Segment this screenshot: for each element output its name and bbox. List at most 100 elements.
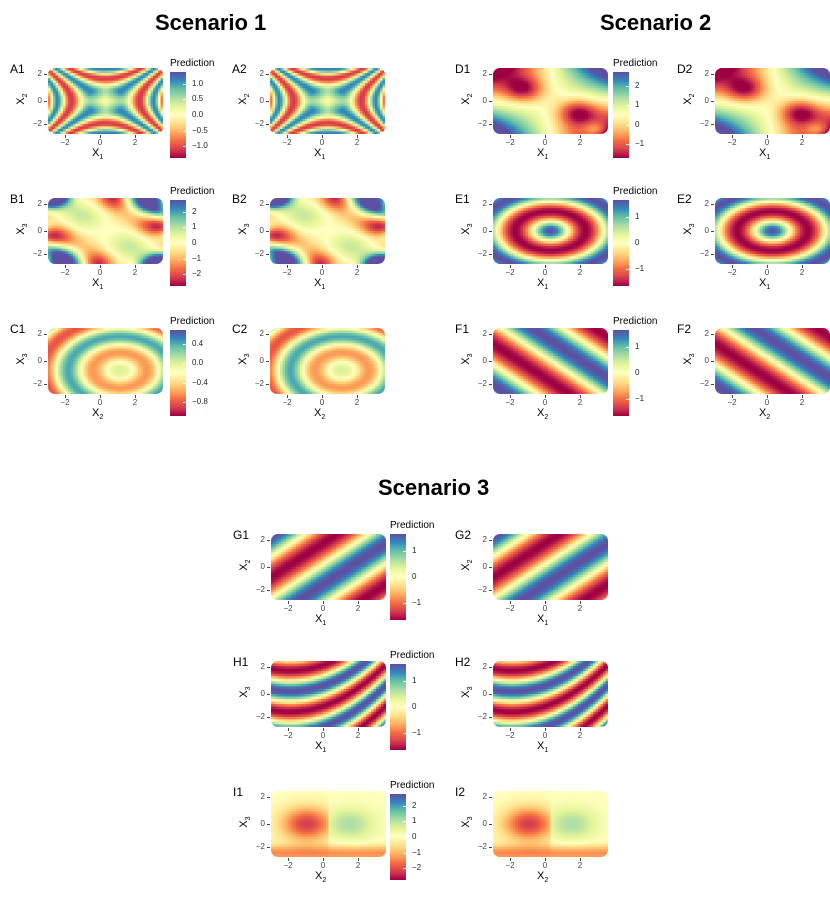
heatmap-cell: [100, 95, 104, 99]
heatmap-cell: [58, 68, 61, 71]
heatmap-cell: [740, 83, 743, 87]
heatmap-cell: [795, 103, 798, 107]
heatmap-cell: [53, 70, 56, 74]
heatmap-cell: [337, 68, 341, 71]
heatmap-cell: [740, 85, 743, 89]
heatmap-cell: [825, 131, 828, 134]
heatmap-cell: [143, 85, 146, 89]
heatmap-cell: [270, 123, 273, 127]
heatmap-cell: [75, 83, 79, 87]
heatmap-cell: [365, 83, 368, 87]
x-axis-label-main: X: [314, 147, 321, 159]
heatmap-cell: [312, 108, 316, 112]
heatmap-cell: [742, 108, 746, 112]
heatmap-cell: [720, 116, 723, 120]
heatmap-cell: [120, 106, 124, 110]
heatmap-cell: [525, 106, 529, 110]
heatmap-cell: [570, 118, 574, 122]
heatmap-cell: [377, 93, 381, 97]
heatmap-cell: [580, 103, 584, 107]
heatmap-cell: [327, 106, 331, 110]
heatmap-cell: [530, 93, 534, 97]
heatmap-cell: [593, 98, 596, 102]
heatmap-cell: [85, 126, 89, 130]
heatmap-cell: [742, 83, 746, 87]
heatmap-cell: [715, 88, 718, 92]
heatmap-cell: [335, 88, 338, 92]
heatmap-cell: [85, 70, 89, 74]
heatmap-cell: [573, 98, 576, 102]
heatmap-cell: [760, 126, 763, 130]
heatmap-cell: [300, 131, 303, 134]
heatmap-cell: [550, 111, 554, 115]
heatmap-cell: [570, 101, 574, 104]
heatmap-cell: [332, 68, 336, 71]
heatmap-cell: [588, 78, 591, 82]
heatmap-cell: [555, 95, 559, 99]
heatmap-cell: [548, 111, 551, 115]
heatmap-cell: [772, 121, 776, 125]
heatmap-cell: [717, 101, 721, 104]
heatmap-cell: [382, 75, 385, 79]
heatmap-cell: [722, 75, 726, 79]
heatmap-cell: [310, 106, 313, 110]
heatmap-cell: [90, 131, 94, 134]
heatmap-cell: [580, 68, 584, 71]
heatmap-cell: [150, 118, 154, 122]
heatmap-cell: [282, 85, 286, 89]
heatmap-cell: [290, 123, 293, 127]
heatmap-cell: [762, 121, 766, 125]
heatmap-cell: [590, 101, 594, 104]
heatmap-cell: [327, 113, 331, 117]
heatmap-cell: [275, 75, 278, 79]
heatmap-cell: [732, 85, 736, 89]
heatmap-cell: [543, 80, 546, 84]
heatmap-cell: [160, 121, 163, 125]
heatmap-cell: [60, 93, 64, 97]
heatmap-cell: [150, 90, 154, 94]
heatmap-cell: [528, 93, 531, 97]
heatmap-cell: [585, 98, 589, 102]
heatmap-cell: [325, 83, 328, 87]
heatmap-cell: [550, 123, 554, 127]
heatmap-cell: [797, 85, 801, 89]
heatmap-cell: [55, 131, 59, 134]
x-tick-label: 0: [535, 138, 555, 147]
heatmap-cell: [140, 68, 144, 71]
heatmap-cell: [140, 126, 144, 130]
heatmap-cell: [797, 123, 801, 127]
heatmap-cell: [123, 126, 126, 130]
heatmap-cell: [528, 90, 531, 94]
heatmap-cell: [802, 73, 806, 77]
heatmap-cell: [598, 121, 601, 125]
heatmap-cell: [153, 111, 156, 115]
heatmap-cell: [372, 113, 376, 117]
heatmap-cell: [820, 68, 823, 71]
heatmap-cell: [740, 108, 743, 112]
heatmap-cell: [360, 78, 363, 82]
heatmap-cell: [732, 131, 736, 134]
heatmap-cell: [48, 113, 51, 117]
heatmap-cell: [355, 75, 358, 79]
heatmap-cell: [103, 101, 106, 104]
heatmap-cell: [340, 93, 343, 97]
heatmap-cell: [498, 85, 501, 89]
heatmap-cell: [60, 68, 64, 71]
heatmap-cell: [58, 75, 61, 79]
heatmap-cell: [128, 70, 131, 74]
heatmap-cell: [360, 95, 363, 99]
heatmap-cell: [817, 75, 821, 79]
heatmap-cell: [590, 106, 594, 110]
heatmap-cell: [590, 98, 594, 102]
heatmap-cell: [740, 106, 743, 110]
heatmap-cell: [143, 90, 146, 94]
heatmap-cell: [100, 106, 104, 110]
heatmap-cell: [518, 126, 521, 130]
heatmap-cell: [605, 83, 608, 87]
heatmap-cell: [588, 118, 591, 122]
heatmap-cell: [100, 131, 104, 134]
heatmap-cell: [105, 78, 109, 82]
heatmap-cell: [807, 113, 811, 117]
heatmap-cell: [573, 113, 576, 117]
heatmap-cell: [762, 126, 766, 130]
